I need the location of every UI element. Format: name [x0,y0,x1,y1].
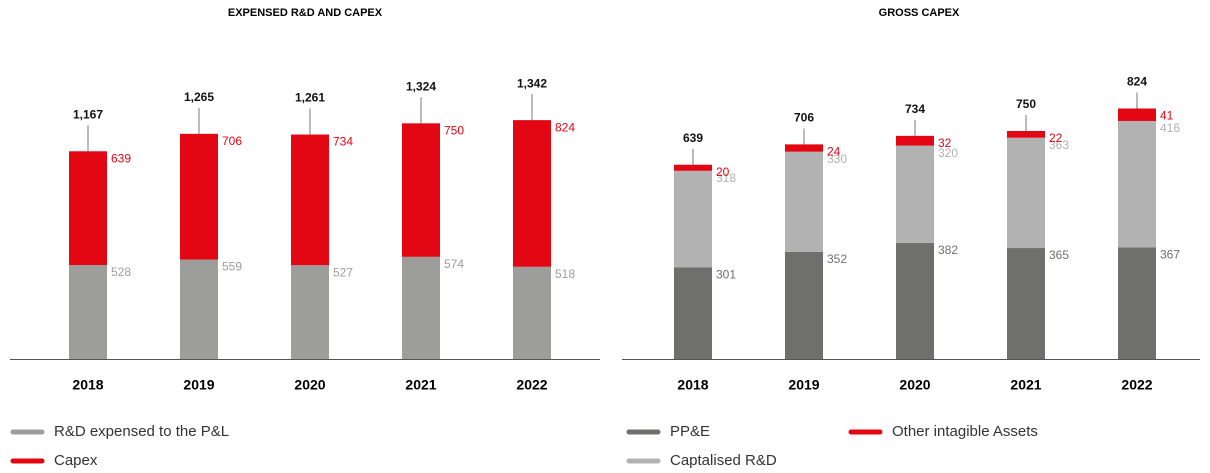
value-label: 365 [1049,248,1069,262]
x-tick-label: 2019 [183,377,214,393]
value-label: 382 [938,243,958,257]
bar-segment [1007,131,1045,138]
bar-segment [513,120,551,267]
bar-segment [1007,137,1045,249]
value-label: 367 [1160,248,1180,262]
bar-segment [674,164,712,171]
legend-label: Captalised R&D [670,452,777,469]
value-label: 320 [938,146,958,160]
total-label: 1,261 [295,91,325,105]
bar-segment [896,135,934,146]
bar-segment [513,266,551,359]
value-label: 528 [111,265,131,279]
value-label: 639 [111,151,131,165]
x-tick-label: 2020 [294,377,325,393]
total-label: 734 [905,102,925,116]
value-label: 22 [1049,131,1063,145]
x-tick-label: 2021 [1010,377,1041,393]
bar-segment [785,151,823,252]
x-tick-label: 2019 [788,377,819,393]
bar-segment [674,170,712,268]
bar-segment [69,265,107,359]
value-label: 706 [222,134,242,148]
bar-segment [1007,248,1045,359]
bar-segment [402,256,440,359]
value-label: 416 [1160,121,1180,135]
value-label: 41 [1160,109,1174,123]
bar-segment [1118,120,1156,248]
total-label: 706 [794,111,814,125]
bar-segment [1118,108,1156,121]
value-label: 574 [444,257,464,271]
value-label: 734 [333,135,353,149]
value-label: 527 [333,265,353,279]
bar-segment [291,134,329,266]
legend-label: R&D expensed to the P&L [54,423,229,440]
total-label: 824 [1127,75,1147,89]
x-tick-label: 2018 [72,377,103,393]
x-tick-label: 2021 [405,377,436,393]
bar-segment [180,259,218,359]
value-label: 20 [716,165,730,179]
value-label: 301 [716,268,736,282]
value-label: 750 [444,123,464,137]
x-tick-label: 2022 [1121,377,1152,393]
bar-segment [291,265,329,359]
x-tick-label: 2022 [516,377,547,393]
x-tick-label: 2018 [677,377,708,393]
total-label: 1,342 [517,76,547,90]
value-label: 32 [938,136,952,150]
value-label: 330 [827,152,847,166]
total-label: 1,265 [184,90,214,104]
bar-segment [896,145,934,243]
total-label: 1,167 [73,107,103,121]
bar-segment [180,133,218,260]
legend-label: PP&E [670,423,710,440]
total-label: 750 [1016,97,1036,111]
chart-title: EXPENSED R&D AND CAPEX [228,7,383,19]
bar-segment [69,151,107,266]
bar-segment [785,251,823,359]
total-label: 639 [683,131,703,145]
bar-segment [674,267,712,359]
value-label: 824 [555,120,575,134]
x-tick-label: 2020 [899,377,930,393]
value-label: 518 [555,267,575,281]
total-label: 1,324 [406,79,436,93]
bar-segment [896,242,934,359]
bar-segment [785,144,823,152]
bar-segment [402,123,440,257]
bar-segment [1118,247,1156,359]
chart-title: GROSS CAPEX [879,7,960,19]
value-label: 24 [827,145,841,159]
value-label: 559 [222,260,242,274]
value-label: 363 [1049,138,1069,152]
legend-label: Capex [54,452,98,469]
legend-label: Other intagible Assets [892,423,1038,440]
value-label: 352 [827,252,847,266]
value-label: 318 [716,171,736,185]
